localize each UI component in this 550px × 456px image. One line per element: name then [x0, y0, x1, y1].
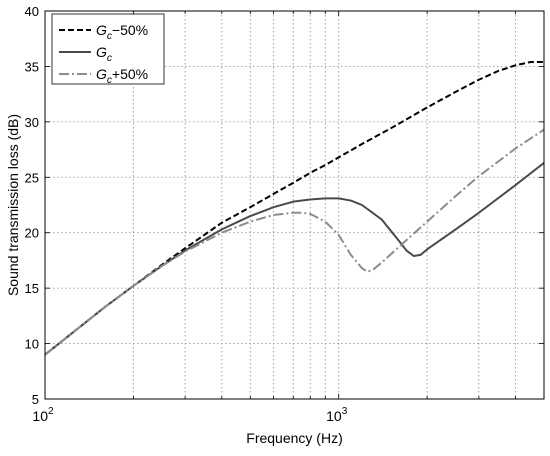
- x-tick-label-exponent: 3: [342, 406, 348, 417]
- y-tick-label: 5: [32, 392, 39, 407]
- legend-label-base: G: [96, 44, 107, 60]
- x-tick-label: 102: [32, 406, 54, 424]
- legend-label-suffix: +50%: [112, 66, 148, 82]
- legend-label-subscript: c: [107, 31, 112, 42]
- legend-label-subscript: c: [107, 53, 112, 64]
- series-line-0: [44, 60, 544, 356]
- x-axis-label: Frequency (Hz): [246, 430, 342, 446]
- y-tick-label: 25: [25, 170, 39, 185]
- legend-label-2: Gc+50%: [96, 66, 148, 86]
- x-tick-label-base: 10: [326, 408, 342, 424]
- y-tick-label: 40: [25, 4, 39, 19]
- y-tick-label: 35: [25, 59, 39, 74]
- series-line-1: [44, 162, 545, 356]
- legend-label-subscript: c: [107, 75, 112, 86]
- legend-label-base: G: [96, 66, 107, 82]
- legend-label-suffix: −50%: [112, 22, 148, 38]
- x-tick-label: 103: [326, 406, 348, 424]
- x-tick-label-base: 10: [32, 408, 48, 424]
- x-tick-label-exponent: 2: [48, 406, 54, 417]
- y-tick-label: 10: [25, 337, 39, 352]
- legend-label-0: Gc−50%: [96, 22, 148, 42]
- legend-label-base: G: [96, 22, 107, 38]
- y-tick-label: 20: [25, 226, 39, 241]
- y-tick-label: 15: [25, 281, 39, 296]
- legend-box: [51, 13, 165, 85]
- y-axis-label: Sound transmission loss (dB): [5, 114, 21, 296]
- series-line-2: [44, 128, 545, 356]
- series-layer: [44, 60, 545, 356]
- y-tick-label: 30: [25, 115, 39, 130]
- plot-frame: [44, 10, 545, 400]
- axis-ticks: [44, 10, 545, 400]
- legend-label-1: Gc: [96, 44, 112, 64]
